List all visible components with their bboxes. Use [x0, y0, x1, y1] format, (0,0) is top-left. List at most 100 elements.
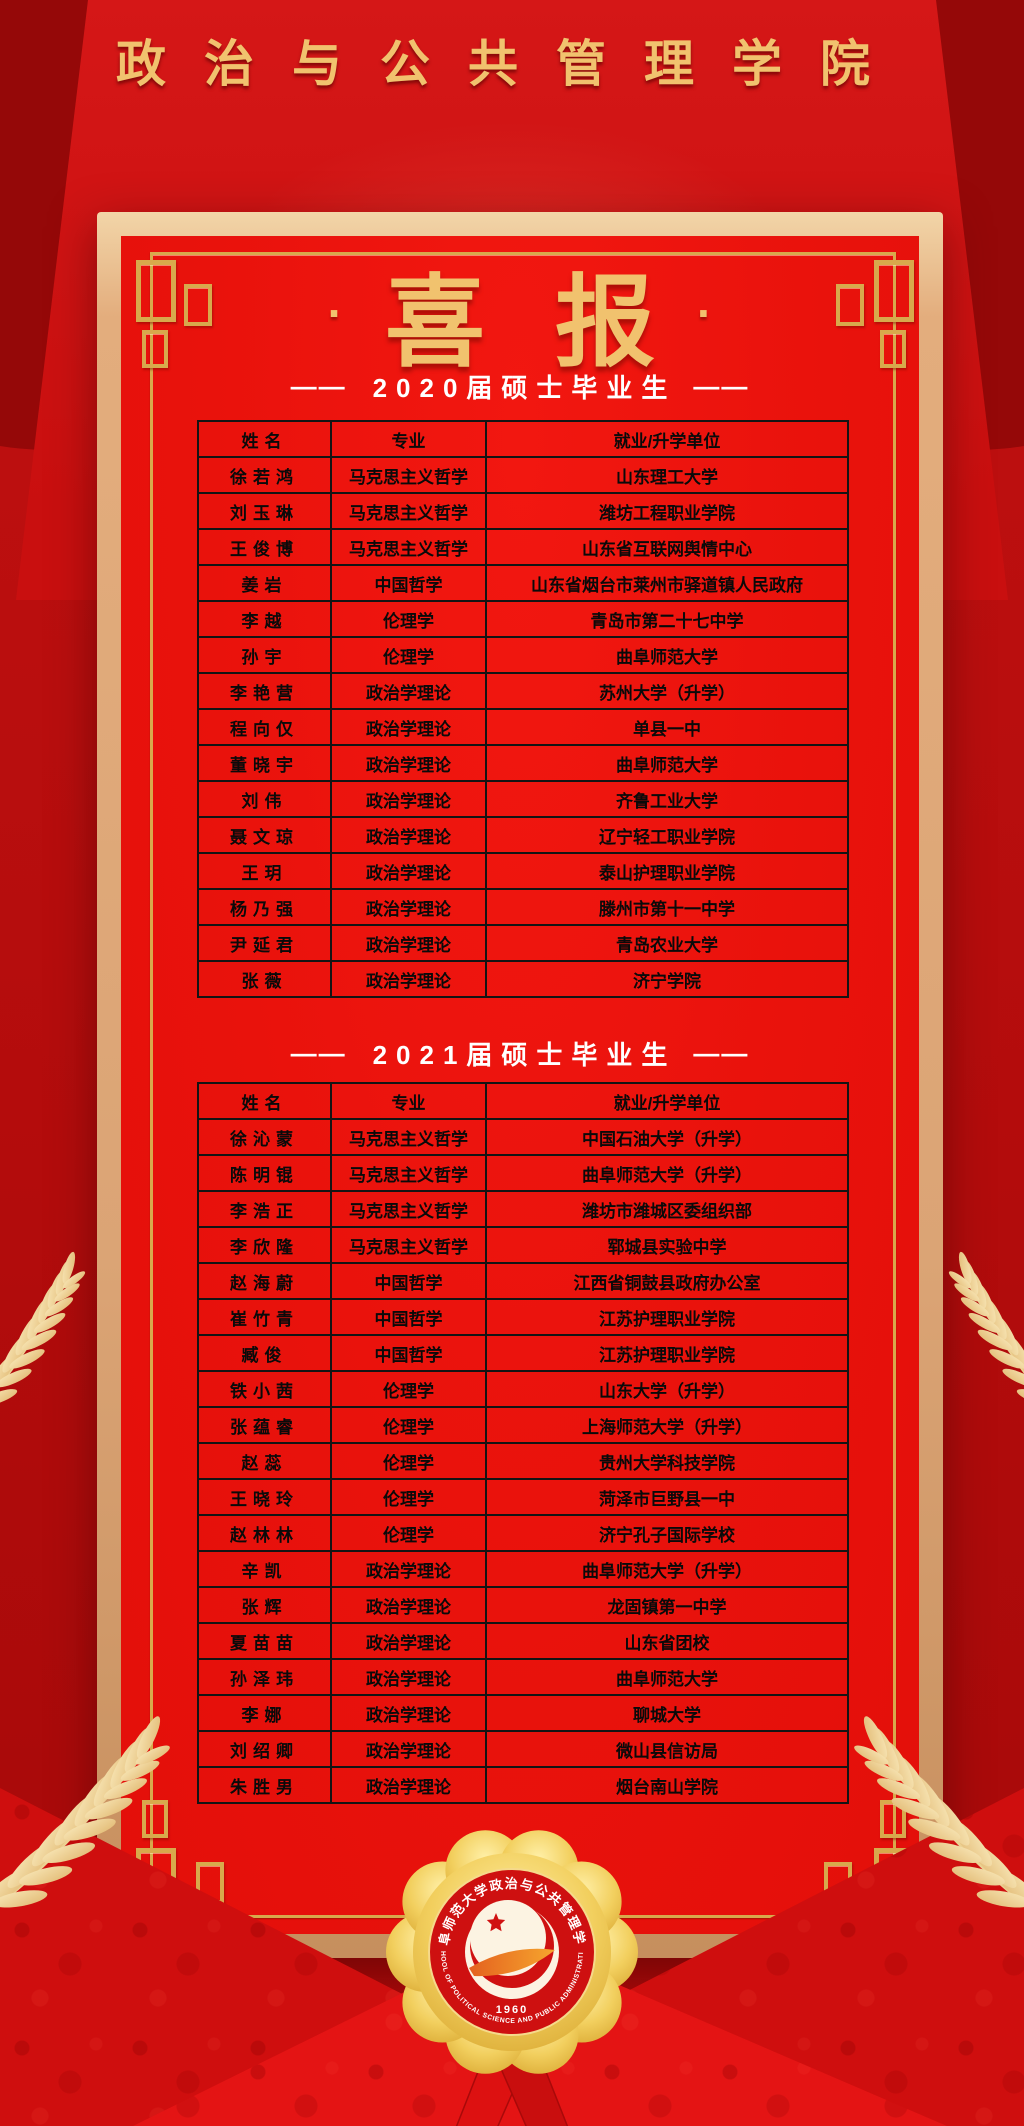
- unit-cell: 辽宁轻工职业学院: [485, 816, 849, 854]
- name-cell: 王玥: [197, 852, 332, 890]
- name-cell: 刘伟: [197, 780, 332, 818]
- name-cell: 李越: [197, 600, 332, 638]
- name-cell: 刘绍卿: [197, 1730, 332, 1768]
- school-title: 政治与公共管理学院: [116, 36, 908, 92]
- section-header-2021: —— 2021届硕士毕业生 ——: [150, 1036, 890, 1070]
- major-cell: 中国哲学: [330, 1262, 487, 1300]
- major-cell: 政治学理论: [330, 780, 487, 818]
- major-cell: 政治学理论: [330, 852, 487, 890]
- major-cell: 伦理学: [330, 1406, 487, 1444]
- major-cell: 政治学理论: [330, 672, 487, 710]
- graduates-table-2020: 姓名 专业 就业/升学单位 徐若鸿 马克思主义哲学 山东理工大学 刘玉琳 马克思主义哲学 潍坊工…: [197, 420, 849, 998]
- unit-cell: 山东省团校: [485, 1622, 849, 1660]
- name-cell: 尹延君: [197, 924, 332, 962]
- table-row: 李娜 政治学理论 聊城大学: [197, 1694, 849, 1732]
- major-cell: 伦理学: [330, 1370, 487, 1408]
- frame-corner-ornament: [142, 330, 168, 368]
- name-cell: 孙宇: [197, 636, 332, 674]
- table-row: 李浩正 马克思主义哲学 潍坊市潍城区委组织部: [197, 1190, 849, 1228]
- table-row: 孙宇 伦理学 曲阜师范大学: [197, 636, 849, 674]
- table-row: 聂文琼 政治学理论 辽宁轻工职业学院: [197, 816, 849, 854]
- frame-corner-ornament: [836, 284, 864, 326]
- table-row: 王晓玲 伦理学 菏泽市巨野县一中: [197, 1478, 849, 1516]
- unit-cell: 青岛农业大学: [485, 924, 849, 962]
- major-cell: 马克思主义哲学: [330, 1118, 487, 1156]
- frame-corner-ornament: [136, 260, 176, 322]
- table-row: 夏苗苗 政治学理论 山东省团校: [197, 1622, 849, 1660]
- column-header: 姓名: [197, 1082, 332, 1120]
- major-cell: 马克思主义哲学: [330, 528, 487, 566]
- major-cell: 中国哲学: [330, 564, 487, 602]
- unit-cell: 济宁学院: [485, 960, 849, 998]
- major-cell: 伦理学: [330, 600, 487, 638]
- frame-corner-ornament: [142, 1800, 168, 1838]
- unit-cell: 烟台南山学院: [485, 1766, 849, 1804]
- name-cell: 张辉: [197, 1586, 332, 1624]
- major-cell: 伦理学: [330, 1478, 487, 1516]
- unit-cell: 苏州大学（升学）: [485, 672, 849, 710]
- table-row: 王俊博 马克思主义哲学 山东省互联网舆情中心: [197, 528, 849, 566]
- name-cell: 杨乃强: [197, 888, 332, 926]
- table-row: 徐若鸿 马克思主义哲学 山东理工大学: [197, 456, 849, 494]
- table-row: 姜岩 中国哲学 山东省烟台市莱州市驿道镇人民政府: [197, 564, 849, 602]
- unit-cell: 山东省互联网舆情中心: [485, 528, 849, 566]
- table-row: 杨乃强 政治学理论 滕州市第十一中学: [197, 888, 849, 926]
- major-cell: 政治学理论: [330, 924, 487, 962]
- name-cell: 王俊博: [197, 528, 332, 566]
- table-row: 赵蕊 伦理学 贵州大学科技学院: [197, 1442, 849, 1480]
- frame-corner-ornament: [874, 260, 914, 322]
- major-cell: 伦理学: [330, 1514, 487, 1552]
- table-row: 赵海蔚 中国哲学 江西省铜鼓县政府办公室: [197, 1262, 849, 1300]
- major-cell: 政治学理论: [330, 888, 487, 926]
- name-cell: 李娜: [197, 1694, 332, 1732]
- section-title: 2021届硕士毕业生: [372, 1039, 677, 1070]
- name-cell: 程向仅: [197, 708, 332, 746]
- table-row: 王玥 政治学理论 泰山护理职业学院: [197, 852, 849, 890]
- graduates-table-2021: 姓名 专业 就业/升学单位 徐沁蒙 马克思主义哲学 中国石油大学（升学） 陈明锟 马克思主义哲…: [197, 1082, 849, 1804]
- major-cell: 政治学理论: [330, 1694, 487, 1732]
- announcement-title-text: 喜报: [385, 266, 725, 379]
- name-cell: 臧俊: [197, 1334, 332, 1372]
- unit-cell: 山东省烟台市莱州市驿道镇人民政府: [485, 564, 849, 602]
- table-row: 崔竹青 中国哲学 江苏护理职业学院: [197, 1298, 849, 1336]
- table-row: 尹延君 政治学理论 青岛农业大学: [197, 924, 849, 962]
- unit-cell: 山东理工大学: [485, 456, 849, 494]
- section-title: 2020届硕士毕业生: [372, 372, 677, 403]
- unit-cell: 曲阜师范大学: [485, 636, 849, 674]
- name-cell: 赵蕊: [197, 1442, 332, 1480]
- table-row: 程向仅 政治学理论 单县一中: [197, 708, 849, 746]
- unit-cell: 菏泽市巨野县一中: [485, 1478, 849, 1516]
- unit-cell: 中国石油大学（升学）: [485, 1118, 849, 1156]
- name-cell: 朱胜男: [197, 1766, 332, 1804]
- table-row: 张薇 政治学理论 济宁学院: [197, 960, 849, 998]
- major-cell: 政治学理论: [330, 816, 487, 854]
- major-cell: 政治学理论: [330, 744, 487, 782]
- column-header: 专业: [330, 1082, 487, 1120]
- announcement-title: · 喜报 ·: [150, 248, 890, 379]
- table-row: 陈明锟 马克思主义哲学 曲阜师范大学（升学）: [197, 1154, 849, 1192]
- table-row: 刘绍卿 政治学理论 微山县信访局: [197, 1730, 849, 1768]
- name-cell: 徐沁蒙: [197, 1118, 332, 1156]
- unit-cell: 曲阜师范大学（升学）: [485, 1154, 849, 1192]
- name-cell: 张薇: [197, 960, 332, 998]
- palm-leaf-icon: [0, 1712, 180, 1922]
- table-row: 赵林林 伦理学 济宁孔子国际学校: [197, 1514, 849, 1552]
- table-row: 张蕴睿 伦理学 上海师范大学（升学）: [197, 1406, 849, 1444]
- major-cell: 政治学理论: [330, 1550, 487, 1588]
- table-row: 董晓宇 政治学理论 曲阜师范大学: [197, 744, 849, 782]
- unit-cell: 江苏护理职业学院: [485, 1334, 849, 1372]
- column-header: 姓名: [197, 420, 332, 458]
- star-icon: [486, 1913, 506, 1932]
- table-row: 李越 伦理学 青岛市第二十七中学: [197, 600, 849, 638]
- unit-cell: 山东大学（升学）: [485, 1370, 849, 1408]
- dash-decoration: ——: [693, 370, 750, 401]
- unit-cell: 滕州市第十一中学: [485, 888, 849, 926]
- unit-cell: 济宁孔子国际学校: [485, 1514, 849, 1552]
- palm-leaf-icon: [844, 1712, 1024, 1922]
- major-cell: 马克思主义哲学: [330, 492, 487, 530]
- table-row: 辛凯 政治学理论 曲阜师范大学（升学）: [197, 1550, 849, 1588]
- name-cell: 聂文琼: [197, 816, 332, 854]
- name-cell: 赵海蔚: [197, 1262, 332, 1300]
- name-cell: 王晓玲: [197, 1478, 332, 1516]
- table-row: 张辉 政治学理论 龙固镇第一中学: [197, 1586, 849, 1624]
